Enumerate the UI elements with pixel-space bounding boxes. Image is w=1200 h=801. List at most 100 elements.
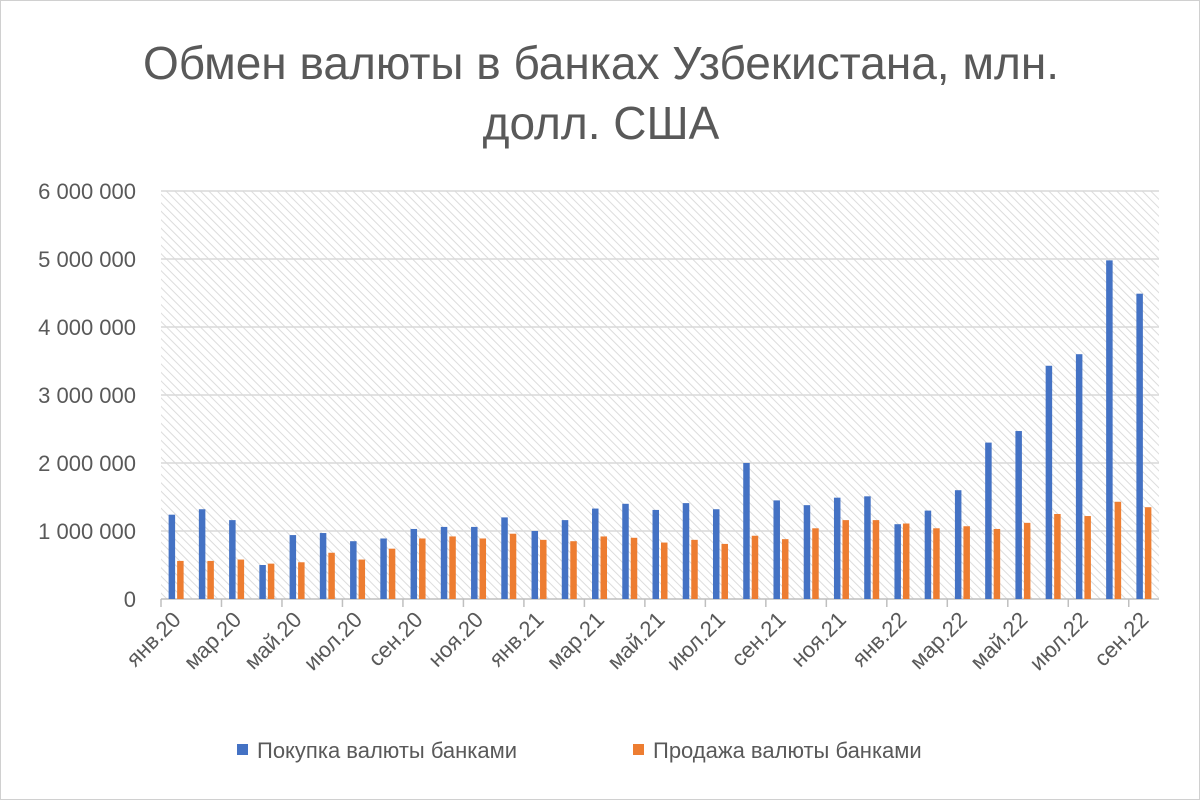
bar-sale xyxy=(600,536,608,599)
bar-sale xyxy=(449,536,456,599)
bar-sale xyxy=(872,520,880,599)
bar-purchase xyxy=(440,526,448,599)
x-tick-label: сен.21 xyxy=(726,607,790,671)
x-tick-label: май.22 xyxy=(965,607,1032,674)
bar-purchase xyxy=(1106,260,1113,599)
x-tick-label: мар.21 xyxy=(542,607,609,674)
bar-sale xyxy=(1023,522,1031,599)
bar-sale xyxy=(540,539,547,599)
bar-sale xyxy=(812,528,819,599)
x-tick-label: май.20 xyxy=(239,607,306,674)
legend-swatch xyxy=(633,744,644,755)
bar-purchase xyxy=(471,526,478,599)
bar-sale xyxy=(570,541,577,599)
bar-sale xyxy=(691,539,698,599)
bar-purchase xyxy=(924,510,932,599)
bar-purchase xyxy=(1075,354,1083,599)
x-tick-label: мар.22 xyxy=(905,607,972,674)
bar-purchase xyxy=(1015,431,1022,599)
bar-sale xyxy=(842,520,849,599)
bar-purchase xyxy=(319,533,327,599)
bar-sale xyxy=(358,559,366,599)
y-tick-label: 5 000 000 xyxy=(38,247,136,272)
y-tick-label: 1 000 000 xyxy=(38,519,136,544)
bar-sale xyxy=(1084,516,1091,599)
x-tick-label: мар.20 xyxy=(179,607,246,674)
bar-sale xyxy=(933,528,940,599)
bar-purchase xyxy=(803,505,811,599)
y-axis: 0 1 000 000 2 000 000 3 000 000 4 000 000 5 0… xyxy=(38,179,136,612)
y-tick-label: 0 xyxy=(124,587,136,612)
y-tick-label: 6 000 000 xyxy=(38,179,136,204)
legend-label: Покупка валюты банками xyxy=(257,738,517,763)
bar-purchase xyxy=(410,528,418,599)
bar-sale xyxy=(993,528,1001,599)
bar-sale xyxy=(237,559,245,599)
bar-purchase xyxy=(168,514,176,599)
gridlines xyxy=(161,190,1159,600)
bar-purchase xyxy=(380,538,387,599)
x-tick-label: ноя.21 xyxy=(786,607,851,672)
bar-sale xyxy=(509,533,517,599)
bar-sale xyxy=(661,542,668,599)
x-tick-label: июл.21 xyxy=(662,607,730,675)
bar-purchase xyxy=(954,490,962,599)
bar-sale xyxy=(902,523,910,599)
bar-purchase xyxy=(833,497,841,599)
bar-purchase xyxy=(531,531,539,599)
y-tick-label: 4 000 000 xyxy=(38,315,136,340)
bar-purchase xyxy=(198,509,206,599)
bar-purchase xyxy=(773,500,780,599)
chart-title-line-1: Обмен валюты в банках Узбекистана, млн. xyxy=(143,37,1059,89)
bar-purchase xyxy=(652,509,659,599)
x-tick-label: сен.20 xyxy=(363,607,427,671)
bar-sale xyxy=(419,538,426,599)
x-tick-label: янв.20 xyxy=(121,607,186,672)
bar-sale xyxy=(1144,507,1152,599)
bar-sale xyxy=(630,537,638,599)
bar-sale xyxy=(1114,501,1122,599)
bar-sale xyxy=(963,526,970,599)
bar-purchase xyxy=(289,535,297,599)
x-tick-label: янв.21 xyxy=(484,607,549,672)
x-tick-label: июл.20 xyxy=(299,607,367,675)
bar-sale xyxy=(207,560,214,599)
y-tick-label: 3 000 000 xyxy=(38,383,136,408)
bar-purchase xyxy=(1045,365,1053,599)
bar-sale xyxy=(721,543,728,599)
bar-purchase xyxy=(864,496,871,599)
bar-sale xyxy=(1054,514,1061,599)
bar-purchase xyxy=(350,541,357,599)
bar-sale xyxy=(267,563,275,599)
chart-title-line-2: долл. США xyxy=(483,97,720,149)
legend-swatch xyxy=(237,744,248,755)
bar-purchase xyxy=(985,442,992,599)
bar-purchase xyxy=(561,520,569,599)
legend: Покупка валюты банками Продажа валюты бан… xyxy=(237,738,922,763)
bar-purchase xyxy=(592,508,599,599)
bar-purchase xyxy=(229,520,236,599)
bar-purchase xyxy=(259,565,266,599)
bar-sale xyxy=(479,538,487,599)
x-tick-label: сен.22 xyxy=(1089,607,1153,671)
bar-sale xyxy=(781,539,789,599)
x-tick-label: янв.22 xyxy=(847,607,912,672)
y-tick-label: 2 000 000 xyxy=(38,451,136,476)
x-axis: янв.20мар.20май.20июл.20сен.20ноя.20янв.… xyxy=(121,599,1153,675)
legend-label: Продажа валюты банками xyxy=(653,738,922,763)
bar-purchase xyxy=(743,463,750,599)
x-tick-label: май.21 xyxy=(602,607,669,674)
bar-purchase xyxy=(894,524,901,599)
bar-purchase xyxy=(501,517,508,599)
bar-sale xyxy=(388,548,396,599)
x-tick-label: июл.22 xyxy=(1025,607,1093,675)
bar-sale xyxy=(177,560,184,599)
bar-purchase xyxy=(622,503,629,599)
bar-sale xyxy=(328,552,335,599)
bar-sale xyxy=(751,535,759,599)
bar-purchase xyxy=(1136,293,1143,599)
x-tick-label: ноя.20 xyxy=(423,607,488,672)
bars xyxy=(168,260,1152,599)
